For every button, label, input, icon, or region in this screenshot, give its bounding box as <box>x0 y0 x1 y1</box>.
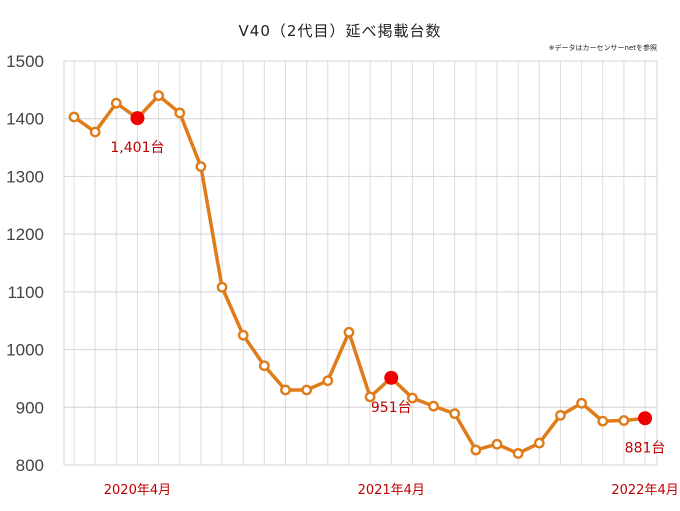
data-points <box>68 90 653 459</box>
y-tick-label: 1100 <box>7 283 44 302</box>
data-point <box>258 360 270 372</box>
y-tick-label: 1200 <box>6 225 44 244</box>
data-point <box>110 97 122 109</box>
series-line-path <box>72 93 647 456</box>
data-point <box>618 415 630 426</box>
y-axis: 800 900 1000 1100 1200 1300 1400 1500 <box>6 52 44 475</box>
grid <box>63 60 658 466</box>
data-point <box>153 90 165 102</box>
x-tick-label: 2022年4月 <box>611 483 678 498</box>
highlight-point <box>384 370 399 385</box>
annotations: 1,401台 951台 881台 <box>110 140 665 456</box>
data-point <box>322 375 334 387</box>
y-tick-label: 1000 <box>6 341 44 360</box>
data-point <box>174 107 186 119</box>
data-point <box>406 392 418 404</box>
data-point <box>343 326 355 338</box>
series-line <box>72 93 647 456</box>
x-axis: 2020年4月 2021年4月 2022年4月 <box>104 483 679 498</box>
data-point <box>597 415 609 427</box>
data-point <box>533 437 545 449</box>
highlight-point <box>638 411 653 426</box>
y-tick-label: 1300 <box>6 167 44 186</box>
data-point <box>237 329 249 341</box>
data-point <box>449 408 461 420</box>
data-point <box>364 391 376 403</box>
data-label: 1,401台 <box>110 140 164 156</box>
data-point <box>195 161 207 173</box>
data-point <box>512 448 524 459</box>
data-point <box>216 281 228 293</box>
y-tick-label: 1400 <box>6 110 44 129</box>
data-point <box>491 438 503 450</box>
data-point <box>555 409 566 421</box>
chart-title: V40（2代目）延べ掲載台数 <box>239 22 442 40</box>
highlight-point <box>130 111 145 126</box>
data-point <box>428 400 439 412</box>
data-point <box>89 126 101 138</box>
data-point <box>470 444 482 456</box>
chart-source-note: ※データはカーセンサーnetを参照 <box>549 43 657 52</box>
data-label: 881台 <box>625 440 666 456</box>
data-point <box>301 384 313 396</box>
data-point <box>576 397 587 409</box>
plot-area-border <box>63 60 658 466</box>
y-tick-label: 900 <box>16 398 44 417</box>
data-point <box>280 384 291 396</box>
y-tick-label: 1500 <box>6 52 44 71</box>
data-point <box>68 111 80 123</box>
data-label: 951台 <box>371 400 412 416</box>
x-tick-label: 2020年4月 <box>104 483 171 498</box>
y-tick-label: 800 <box>16 456 44 475</box>
x-tick-label: 2021年4月 <box>358 483 425 498</box>
